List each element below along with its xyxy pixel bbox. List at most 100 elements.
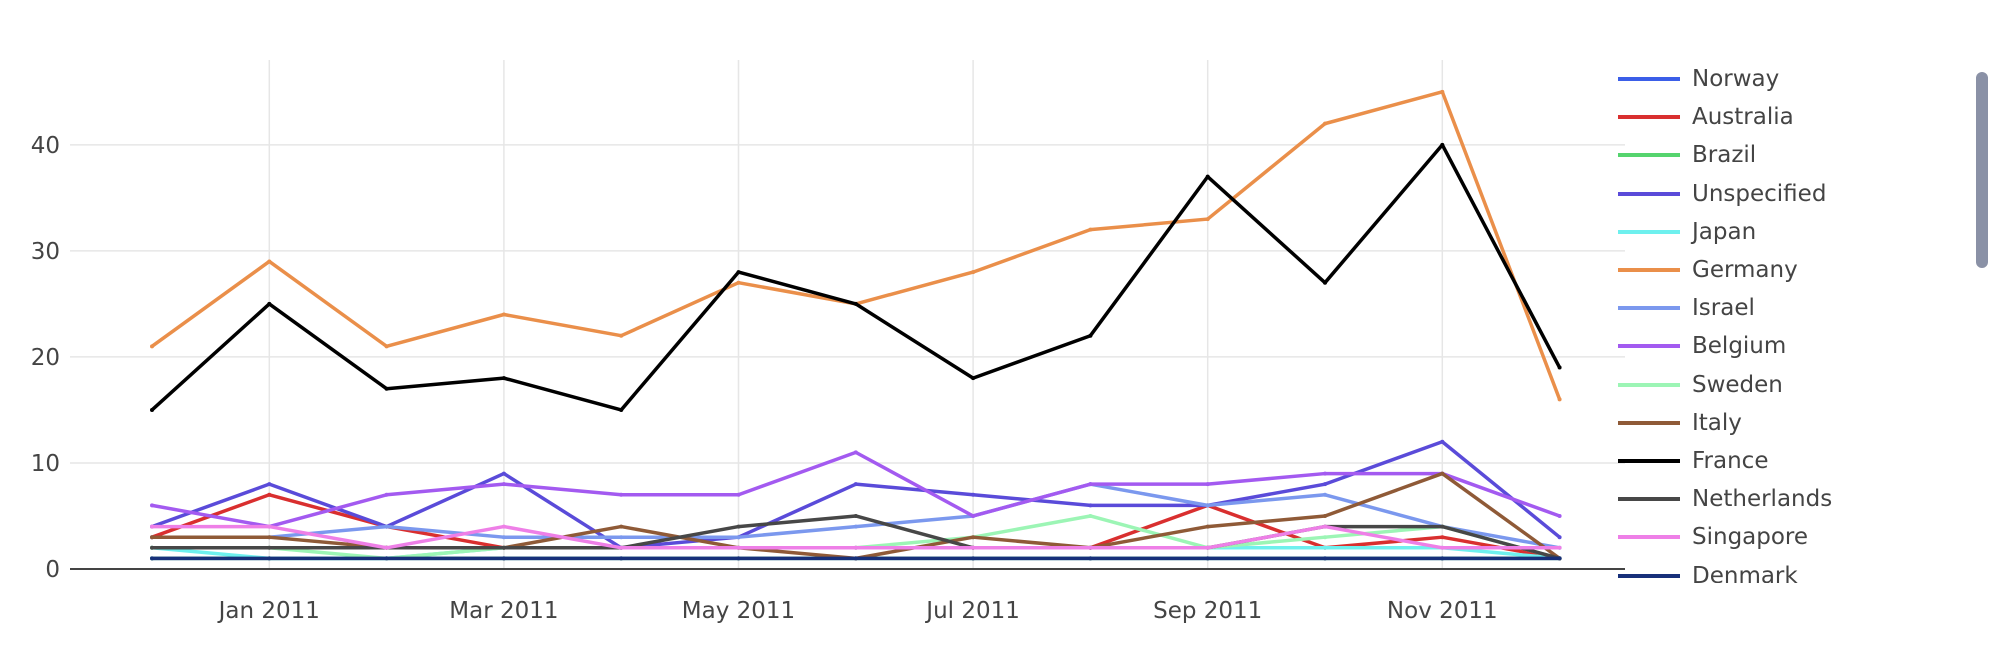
data-point-unspecified[interactable] <box>1088 503 1093 508</box>
data-point-singapore[interactable] <box>1557 545 1562 550</box>
data-point-belgium[interactable] <box>1323 471 1327 476</box>
data-point-france[interactable] <box>1323 280 1327 285</box>
series-line-netherlands[interactable] <box>152 514 1561 561</box>
data-point-netherlands[interactable] <box>853 513 858 518</box>
data-point-unspecified[interactable] <box>971 492 976 497</box>
data-point-denmark[interactable] <box>150 556 154 561</box>
data-point-denmark[interactable] <box>384 556 389 561</box>
data-point-singapore[interactable] <box>1440 545 1445 550</box>
data-point-denmark[interactable] <box>1440 556 1445 561</box>
data-point-italy[interactable] <box>267 535 272 540</box>
data-point-singapore[interactable] <box>619 545 624 550</box>
data-point-belgium[interactable] <box>501 482 506 487</box>
data-point-france[interactable] <box>1557 365 1562 370</box>
data-point-unspecified[interactable] <box>853 482 858 487</box>
data-point-belgium[interactable] <box>1557 513 1562 518</box>
data-point-france[interactable] <box>619 407 624 412</box>
data-point-italy[interactable] <box>1205 524 1210 529</box>
data-point-france[interactable] <box>267 301 272 306</box>
data-point-singapore[interactable] <box>736 545 741 550</box>
data-point-israel[interactable] <box>501 535 506 540</box>
data-point-denmark[interactable] <box>1557 556 1562 561</box>
data-point-australia[interactable] <box>267 492 272 497</box>
data-point-israel[interactable] <box>1205 503 1210 508</box>
data-point-netherlands[interactable] <box>736 524 741 529</box>
data-point-singapore[interactable] <box>1205 545 1210 550</box>
data-point-italy[interactable] <box>1323 513 1327 518</box>
data-point-israel[interactable] <box>619 535 624 540</box>
data-point-singapore[interactable] <box>1323 524 1327 529</box>
series-line-germany[interactable] <box>150 90 1562 400</box>
series-line-sweden[interactable] <box>152 514 1561 561</box>
data-point-germany[interactable] <box>1088 227 1093 232</box>
data-point-germany[interactable] <box>1323 121 1327 126</box>
data-point-france[interactable] <box>501 376 506 381</box>
series-line-france[interactable] <box>150 143 1562 412</box>
legend-item-singapore[interactable]: Singapore <box>1618 518 1808 556</box>
data-point-unspecified[interactable] <box>267 482 272 487</box>
legend-item-unspecified[interactable]: Unspecified <box>1618 175 1826 213</box>
data-point-denmark[interactable] <box>1088 556 1093 561</box>
data-point-unspecified[interactable] <box>1440 439 1445 444</box>
data-point-unspecified[interactable] <box>1323 482 1327 487</box>
data-point-italy[interactable] <box>619 524 624 529</box>
legend-item-italy[interactable]: Italy <box>1618 404 1742 442</box>
data-point-france[interactable] <box>150 407 154 412</box>
data-point-belgium[interactable] <box>1205 482 1210 487</box>
data-point-denmark[interactable] <box>619 556 624 561</box>
data-point-denmark[interactable] <box>267 556 272 561</box>
data-point-unspecified[interactable] <box>501 471 506 476</box>
data-point-france[interactable] <box>1440 142 1445 147</box>
legend-item-brazil[interactable]: Brazil <box>1618 136 1756 174</box>
data-point-belgium[interactable] <box>619 492 624 497</box>
data-point-unspecified[interactable] <box>1557 535 1562 540</box>
data-point-denmark[interactable] <box>853 556 858 561</box>
data-point-australia[interactable] <box>1440 535 1445 540</box>
data-point-singapore[interactable] <box>501 524 506 529</box>
legend-item-sweden[interactable]: Sweden <box>1618 366 1783 404</box>
legend-item-belgium[interactable]: Belgium <box>1618 327 1786 365</box>
data-point-france[interactable] <box>736 270 741 275</box>
data-point-italy[interactable] <box>150 535 154 540</box>
legend-item-israel[interactable]: Israel <box>1618 289 1755 327</box>
data-point-belgium[interactable] <box>736 492 741 497</box>
data-point-belgium[interactable] <box>853 450 858 455</box>
data-point-singapore[interactable] <box>267 524 272 529</box>
data-point-belgium[interactable] <box>971 513 976 518</box>
data-point-france[interactable] <box>1205 174 1210 179</box>
data-point-germany[interactable] <box>736 280 741 285</box>
data-point-france[interactable] <box>1088 333 1093 338</box>
data-point-singapore[interactable] <box>150 524 154 529</box>
data-point-germany[interactable] <box>267 259 272 264</box>
data-point-italy[interactable] <box>971 535 976 540</box>
data-point-singapore[interactable] <box>384 545 389 550</box>
data-point-singapore[interactable] <box>971 545 976 550</box>
data-point-germany[interactable] <box>619 333 624 338</box>
legend-item-denmark[interactable]: Denmark <box>1618 557 1798 583</box>
data-point-netherlands[interactable] <box>1440 524 1445 529</box>
data-point-germany[interactable] <box>971 270 976 275</box>
data-point-france[interactable] <box>384 386 389 391</box>
data-point-germany[interactable] <box>384 344 389 349</box>
data-point-germany[interactable] <box>1557 397 1562 402</box>
data-point-sweden[interactable] <box>1323 535 1327 540</box>
data-point-belgium[interactable] <box>150 503 154 508</box>
data-point-israel[interactable] <box>384 524 389 529</box>
data-point-belgium[interactable] <box>384 492 389 497</box>
data-point-belgium[interactable] <box>1088 482 1093 487</box>
data-point-france[interactable] <box>853 301 858 306</box>
legend-scrollbar[interactable] <box>1976 72 1988 268</box>
data-point-denmark[interactable] <box>736 556 741 561</box>
data-point-israel[interactable] <box>853 524 858 529</box>
legend-item-germany[interactable]: Germany <box>1618 251 1798 289</box>
data-point-japan[interactable] <box>1323 545 1327 550</box>
data-point-singapore[interactable] <box>853 545 858 550</box>
legend-item-australia[interactable]: Australia <box>1618 98 1794 136</box>
data-point-denmark[interactable] <box>501 556 506 561</box>
data-point-france[interactable] <box>971 376 976 381</box>
data-point-netherlands[interactable] <box>267 545 272 550</box>
data-point-denmark[interactable] <box>1205 556 1210 561</box>
data-point-singapore[interactable] <box>1088 545 1093 550</box>
data-point-israel[interactable] <box>1323 492 1327 497</box>
data-point-netherlands[interactable] <box>501 545 506 550</box>
